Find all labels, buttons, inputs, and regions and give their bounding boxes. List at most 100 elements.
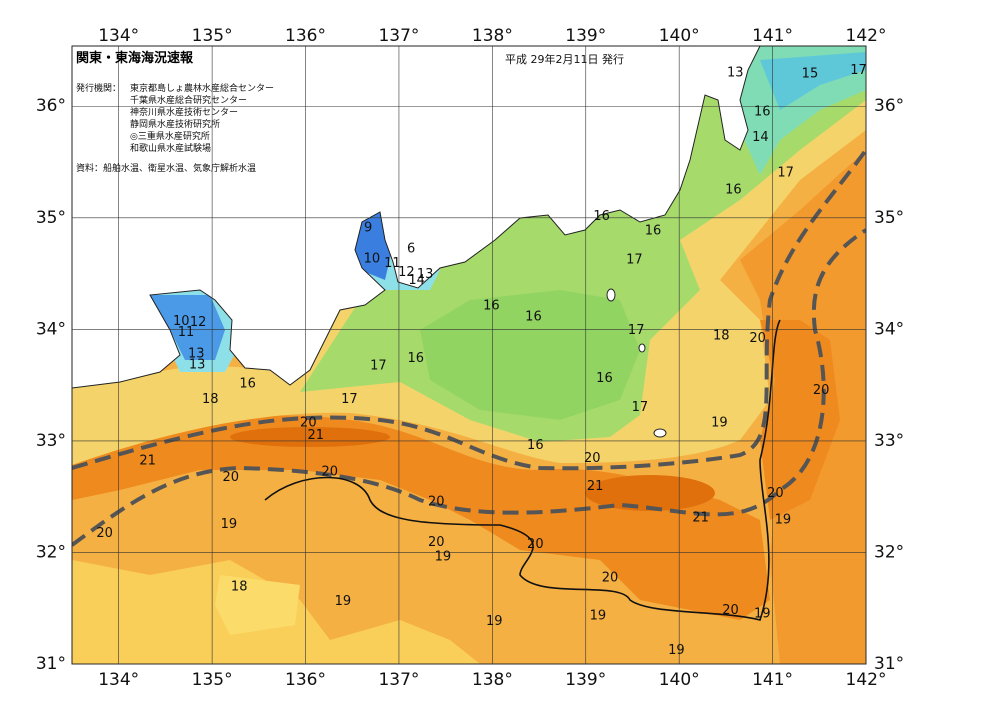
lat-label: 33°	[874, 431, 904, 451]
lon-label: 134°	[98, 26, 139, 46]
contour-label: 9	[364, 220, 372, 235]
lat-label: 34°	[874, 319, 904, 339]
warm-band	[760, 320, 840, 520]
lon-label: 141°	[752, 26, 793, 46]
contour-label: 17	[632, 400, 649, 415]
contour-label: 19	[486, 614, 503, 629]
cold-area	[760, 52, 866, 110]
lat-label: 36°	[36, 96, 66, 116]
contour-label: 16	[593, 209, 610, 224]
contour-label: 16	[407, 351, 424, 366]
lon-label: 136°	[285, 670, 326, 690]
kuroshio-axis	[72, 228, 866, 547]
contour-label: 21	[587, 479, 604, 494]
contour-label: 11	[384, 256, 401, 271]
contour-label: 13	[417, 267, 434, 282]
contour-label: 14	[408, 273, 425, 288]
contour-label: 16	[645, 224, 662, 239]
contour-label: 20	[428, 535, 445, 550]
contour-label: 12	[190, 315, 207, 330]
contour-label: 13	[727, 65, 744, 80]
contour-label: 20	[527, 537, 544, 552]
contour-label: 16	[754, 104, 771, 119]
contour-label: 6	[407, 242, 415, 257]
lat-label: 32°	[874, 542, 904, 562]
contour-label: 18	[202, 392, 219, 407]
lon-label: 135°	[192, 26, 233, 46]
lon-label: 136°	[285, 26, 326, 46]
lon-label: 137°	[378, 670, 419, 690]
issuer: 和歌山県水産試験場	[130, 142, 211, 154]
lon-label: 137°	[378, 26, 419, 46]
lon-label: 140°	[659, 26, 700, 46]
contour-label: 17	[628, 323, 645, 338]
contour-20	[264, 319, 781, 621]
contour-label: 19	[754, 606, 771, 621]
contour-label: 18	[713, 329, 730, 344]
issue-date: 平成 29年2月11日 発行	[505, 52, 624, 66]
issuer: 静岡県水産技術研究所	[130, 118, 220, 130]
issuers-label: 発行機関：	[76, 82, 121, 94]
issuer: 東京都島しょ農林水産総合センター	[130, 82, 274, 94]
contour-label: 20	[322, 465, 339, 480]
lon-label: 138°	[472, 26, 513, 46]
contour-label: 16	[527, 438, 544, 453]
lat-label: 31°	[874, 654, 904, 674]
lon-label: 142°	[846, 26, 887, 46]
contour-label: 19	[335, 594, 352, 609]
issuers: 東京都島しょ農林水産総合センター千葉県水産総合研究センター神奈川県水産技術センタ…	[130, 82, 274, 154]
contour-label: 17	[341, 392, 358, 407]
contour-label: 14	[752, 130, 769, 145]
lat-label: 35°	[874, 208, 904, 228]
contour-label: 20	[749, 331, 766, 346]
lat-label: 36°	[874, 96, 904, 116]
lat-label: 33°	[36, 431, 66, 451]
contour-label: 17	[370, 359, 387, 374]
contour-label: 13	[188, 346, 205, 361]
contour-label: 19	[590, 609, 607, 624]
contour-label: 19	[435, 549, 452, 564]
sst-field	[72, 46, 866, 664]
issuer: ◎三重県水産研究所	[130, 130, 210, 142]
contour-label: 19	[668, 643, 685, 658]
contour-label: 20	[722, 603, 739, 618]
contour-label: 17	[626, 253, 643, 268]
graticule	[72, 46, 867, 665]
source: 資料：船舶水温、衛星水温、気象庁解析水温	[76, 162, 256, 174]
contour-label: 20	[96, 526, 113, 541]
contour-label: 20	[602, 571, 619, 586]
cool-area	[215, 575, 300, 635]
contour-label: 17	[777, 166, 794, 181]
island	[653, 428, 667, 438]
lon-label: 142°	[846, 670, 887, 690]
cold-area	[150, 295, 225, 360]
contour-label: 15	[802, 66, 819, 81]
island	[638, 343, 646, 353]
contour-label: 16	[483, 298, 500, 313]
contour-label: 20	[584, 451, 601, 466]
contour-label: 20	[428, 495, 445, 510]
contour-label: 21	[692, 510, 709, 525]
land	[72, 46, 761, 389]
contour-label: 16	[525, 310, 542, 325]
contour-label: 20	[813, 383, 830, 398]
issuer: 千葉県水産総合研究センター	[130, 94, 247, 106]
lon-label: 135°	[192, 670, 233, 690]
lat-label: 31°	[36, 654, 66, 674]
island	[606, 288, 616, 302]
contour-label: 16	[239, 377, 256, 392]
warm-core	[585, 475, 715, 511]
contour-label: 12	[398, 265, 415, 280]
contour-label: 19	[221, 517, 238, 532]
contour-label: 21	[139, 453, 156, 468]
kuroshio-axis	[72, 148, 866, 471]
cold-area	[420, 290, 640, 420]
lon-label: 138°	[472, 670, 513, 690]
lat-label: 35°	[36, 208, 66, 228]
contour-label: 19	[711, 416, 728, 431]
contour-label: 20	[300, 416, 317, 431]
contour-label: 18	[231, 580, 248, 595]
lat-label: 32°	[36, 542, 66, 562]
